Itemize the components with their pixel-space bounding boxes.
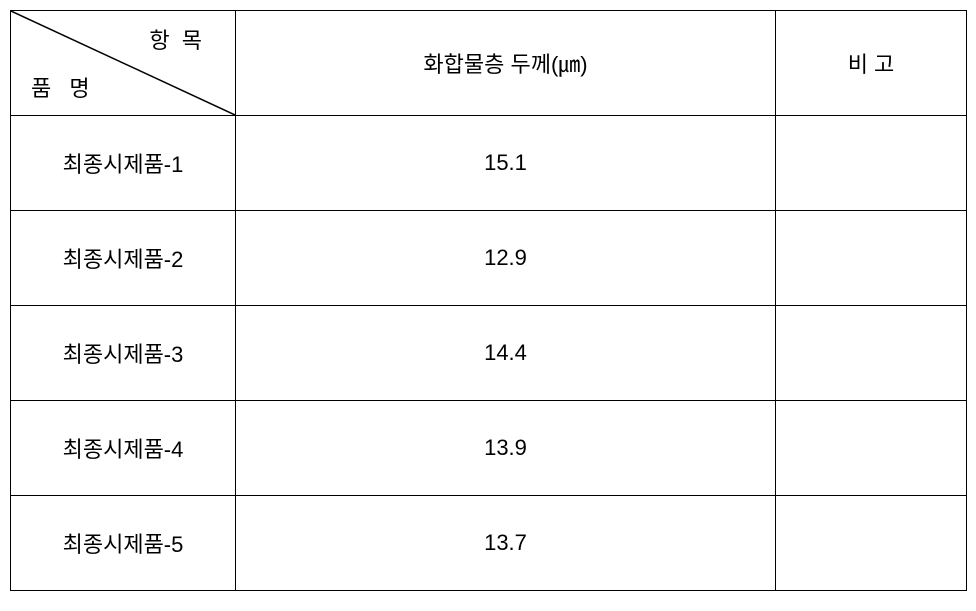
header-bottom-label: 품 명 <box>31 71 96 103</box>
thickness-cell: 12.9 <box>236 211 776 306</box>
thickness-value: 13.9 <box>484 435 527 460</box>
product-cell: 최종시제품-5 <box>11 496 236 591</box>
header-thickness-label: 화합물층 두께(㎛) <box>423 52 587 77</box>
product-label: 최종시제품-1 <box>63 152 184 177</box>
header-remark: 비 고 <box>776 11 967 116</box>
table-row: 최종시제품-4 13.9 <box>11 401 967 496</box>
remark-cell <box>776 496 967 591</box>
table-row: 최종시제품-1 15.1 <box>11 116 967 211</box>
product-cell: 최종시제품-4 <box>11 401 236 496</box>
remark-cell <box>776 306 967 401</box>
remark-cell <box>776 401 967 496</box>
header-top-label: 항 목 <box>149 23 205 55</box>
table-row: 최종시제품-2 12.9 <box>11 211 967 306</box>
header-thickness: 화합물층 두께(㎛) <box>236 11 776 116</box>
table-row: 최종시제품-5 13.7 <box>11 496 967 591</box>
thickness-value: 15.1 <box>484 150 527 175</box>
product-label: 최종시제품-2 <box>63 247 184 272</box>
thickness-cell: 13.7 <box>236 496 776 591</box>
thickness-table: 항 목 품 명 화합물층 두께(㎛) 비 고 최종시제품-1 15.1 최종시제… <box>10 10 967 591</box>
product-label: 최종시제품-3 <box>63 342 184 367</box>
thickness-cell: 14.4 <box>236 306 776 401</box>
product-label: 최종시제품-4 <box>63 437 184 462</box>
remark-cell <box>776 116 967 211</box>
diagonal-header-cell: 항 목 품 명 <box>11 11 236 116</box>
thickness-value: 14.4 <box>484 340 527 365</box>
table-header-row: 항 목 품 명 화합물층 두께(㎛) 비 고 <box>11 11 967 116</box>
table-row: 최종시제품-3 14.4 <box>11 306 967 401</box>
thickness-value: 12.9 <box>484 245 527 270</box>
thickness-value: 13.7 <box>484 530 527 555</box>
remark-cell <box>776 211 967 306</box>
thickness-cell: 15.1 <box>236 116 776 211</box>
product-cell: 최종시제품-2 <box>11 211 236 306</box>
header-remark-label: 비 고 <box>848 52 895 77</box>
product-cell: 최종시제품-1 <box>11 116 236 211</box>
product-cell: 최종시제품-3 <box>11 306 236 401</box>
thickness-table-container: 항 목 품 명 화합물층 두께(㎛) 비 고 최종시제품-1 15.1 최종시제… <box>10 10 966 591</box>
thickness-cell: 13.9 <box>236 401 776 496</box>
product-label: 최종시제품-5 <box>63 532 184 557</box>
